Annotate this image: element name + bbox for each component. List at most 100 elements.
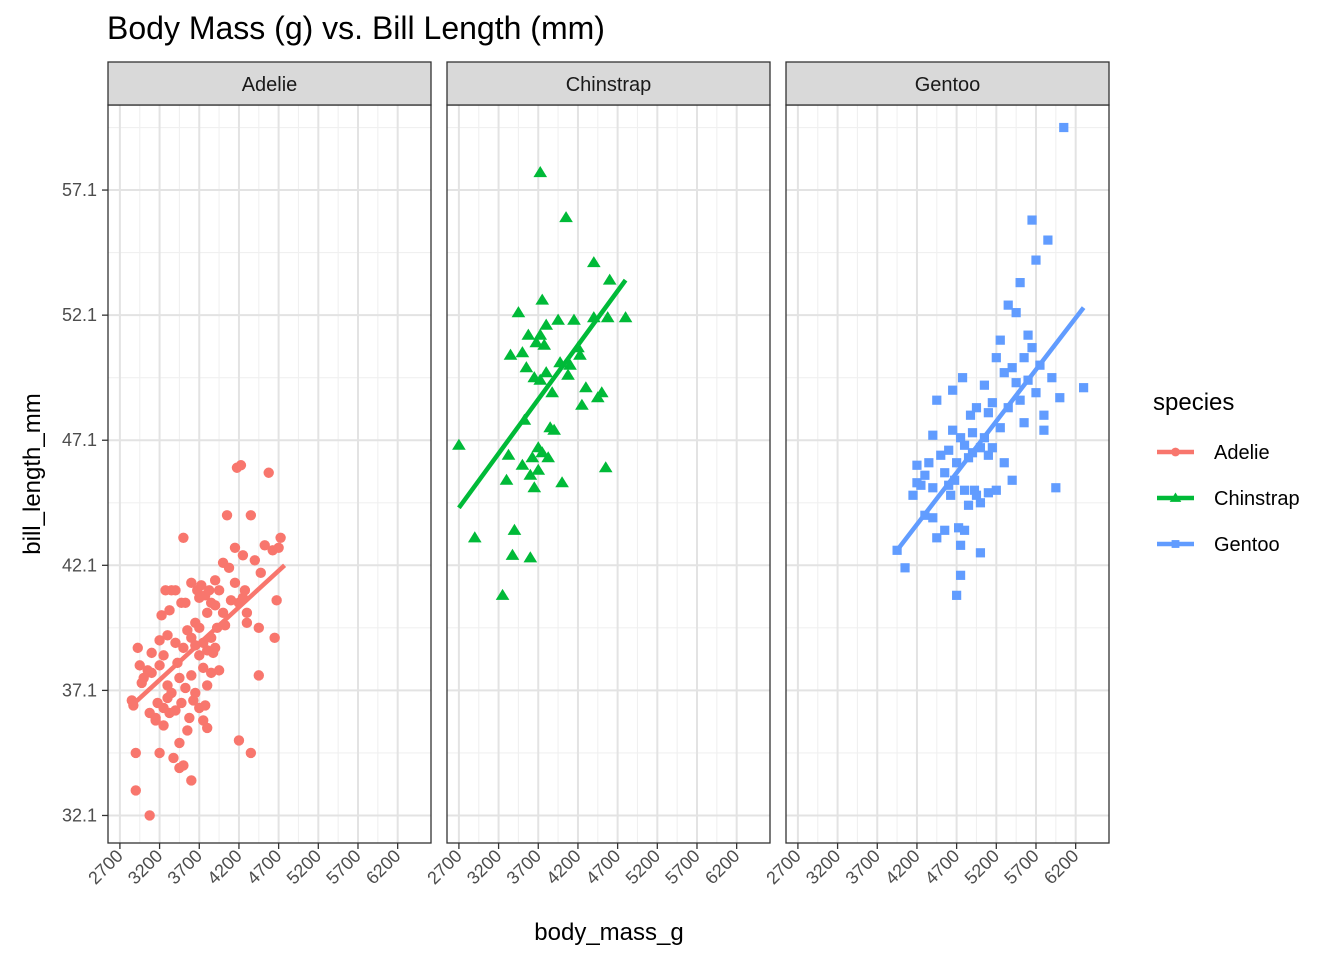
facet-strip-label: Gentoo	[915, 74, 981, 96]
data-point	[521, 328, 536, 340]
data-point	[908, 490, 918, 500]
data-point	[154, 635, 165, 646]
x-tick-label: 2700	[84, 846, 126, 888]
legend-entry-chinstrap: Chinstrap	[1157, 488, 1300, 510]
data-point	[932, 533, 942, 543]
data-point	[959, 440, 970, 450]
data-point	[1051, 483, 1061, 493]
x-tick-label: 2700	[762, 846, 804, 888]
data-point	[555, 476, 569, 488]
data-point	[533, 328, 548, 340]
data-point	[594, 386, 609, 398]
data-point	[241, 617, 253, 629]
y-tick-label: 37.1	[62, 680, 97, 700]
data-point	[255, 567, 266, 579]
data-point	[1023, 330, 1033, 340]
data-point	[1039, 410, 1049, 420]
facet-panels: Adelie2700320037004200470052005700620032…	[62, 61, 1110, 888]
data-point	[533, 373, 548, 385]
data-point	[1011, 378, 1021, 388]
data-point	[959, 525, 970, 535]
data-point	[150, 715, 161, 726]
data-point	[946, 490, 956, 500]
data-point	[154, 747, 165, 759]
data-point	[263, 467, 274, 478]
x-tick-label: 6200	[1040, 846, 1082, 888]
data-point	[948, 425, 958, 435]
x-tick-label: 5200	[961, 846, 1003, 888]
data-point	[1027, 343, 1037, 353]
x-tick-label: 5200	[283, 846, 325, 888]
data-point	[1011, 308, 1021, 318]
data-point	[186, 670, 197, 681]
data-point	[579, 381, 593, 393]
data-point	[965, 410, 976, 420]
data-point	[912, 460, 922, 470]
data-point	[955, 433, 966, 443]
data-point	[202, 607, 213, 619]
data-point	[186, 775, 197, 786]
data-point	[213, 665, 225, 676]
data-point	[541, 451, 556, 463]
data-point	[924, 458, 934, 468]
data-point	[1019, 353, 1029, 363]
data-point	[975, 548, 986, 558]
data-point	[235, 460, 247, 471]
data-point	[967, 428, 978, 438]
data-point	[203, 585, 215, 596]
data-point	[200, 700, 211, 711]
data-point	[158, 720, 169, 731]
data-point	[194, 650, 205, 661]
data-point	[1039, 425, 1049, 435]
data-point	[983, 488, 993, 498]
data-point	[955, 570, 966, 580]
legend-key-marker	[1171, 540, 1180, 548]
y-tick-label: 42.1	[62, 555, 97, 575]
data-point	[979, 380, 990, 390]
data-point	[1055, 393, 1065, 403]
data-point	[963, 500, 974, 510]
x-tick-label: 3700	[842, 846, 884, 888]
data-point	[948, 385, 958, 395]
data-point	[170, 585, 181, 596]
data-point	[515, 458, 530, 470]
data-point	[1003, 300, 1013, 310]
data-point	[1059, 122, 1069, 133]
data-point	[999, 368, 1009, 378]
data-point	[168, 752, 179, 764]
legend-entry-gentoo: Gentoo	[1157, 534, 1280, 556]
data-point	[916, 480, 926, 490]
data-point	[928, 430, 938, 440]
legend-label: Chinstrap	[1214, 488, 1300, 510]
data-point	[467, 531, 482, 543]
data-point	[561, 368, 575, 380]
legend-key-marker	[1171, 447, 1180, 457]
data-point	[975, 498, 986, 508]
x-tick-label: 4700	[921, 846, 963, 888]
data-point	[132, 642, 143, 654]
data-point	[1047, 373, 1057, 383]
data-point	[535, 446, 550, 458]
data-point	[1015, 395, 1025, 405]
data-point	[241, 607, 253, 619]
data-point	[174, 672, 185, 684]
data-point	[987, 398, 997, 408]
data-point	[892, 545, 902, 555]
data-point	[237, 550, 249, 561]
data-point	[134, 660, 145, 671]
x-tick-label: 4700	[243, 846, 285, 888]
data-point	[533, 166, 548, 178]
data-point	[146, 667, 157, 679]
data-point	[987, 443, 997, 453]
x-tick-label: 2700	[423, 846, 465, 888]
data-point	[991, 485, 1001, 495]
data-point	[598, 461, 613, 473]
data-point	[253, 622, 264, 634]
data-point	[527, 481, 542, 493]
data-point	[1007, 363, 1017, 373]
data-point	[180, 682, 191, 694]
data-point	[166, 687, 177, 699]
data-point	[176, 697, 187, 709]
data-point	[954, 523, 964, 533]
